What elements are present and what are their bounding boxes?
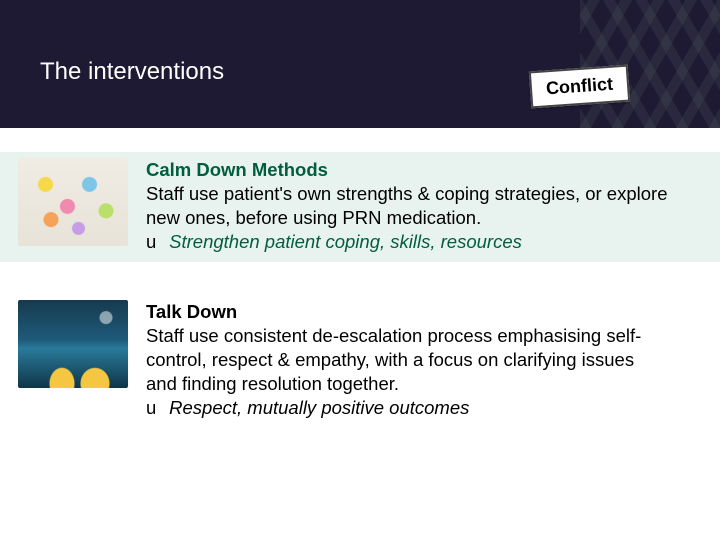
block-heading: Calm Down Methods	[146, 159, 328, 180]
origami-icon	[18, 158, 128, 246]
page-title: The interventions	[40, 58, 224, 86]
block-body: Staff use consistent de-escalation proce…	[146, 325, 641, 394]
bullet-text: Strengthen patient coping, skills, resou…	[169, 231, 522, 252]
block-body: Staff use patient's own strengths & copi…	[146, 183, 668, 228]
intervention-block: Talk Down Staff use consistent de-escala…	[0, 300, 720, 420]
block-heading: Talk Down	[146, 301, 237, 322]
boats-icon	[18, 300, 128, 388]
block-text: Calm Down Methods Staff use patient's ow…	[146, 158, 720, 254]
bullet-glyph: u	[146, 230, 164, 254]
conflict-tag: Conflict	[529, 65, 630, 109]
bullet-glyph: u	[146, 396, 164, 420]
bullet-text: Respect, mutually positive outcomes	[169, 397, 469, 418]
intervention-block: Calm Down Methods Staff use patient's ow…	[0, 152, 720, 262]
block-text: Talk Down Staff use consistent de-escala…	[146, 300, 720, 420]
